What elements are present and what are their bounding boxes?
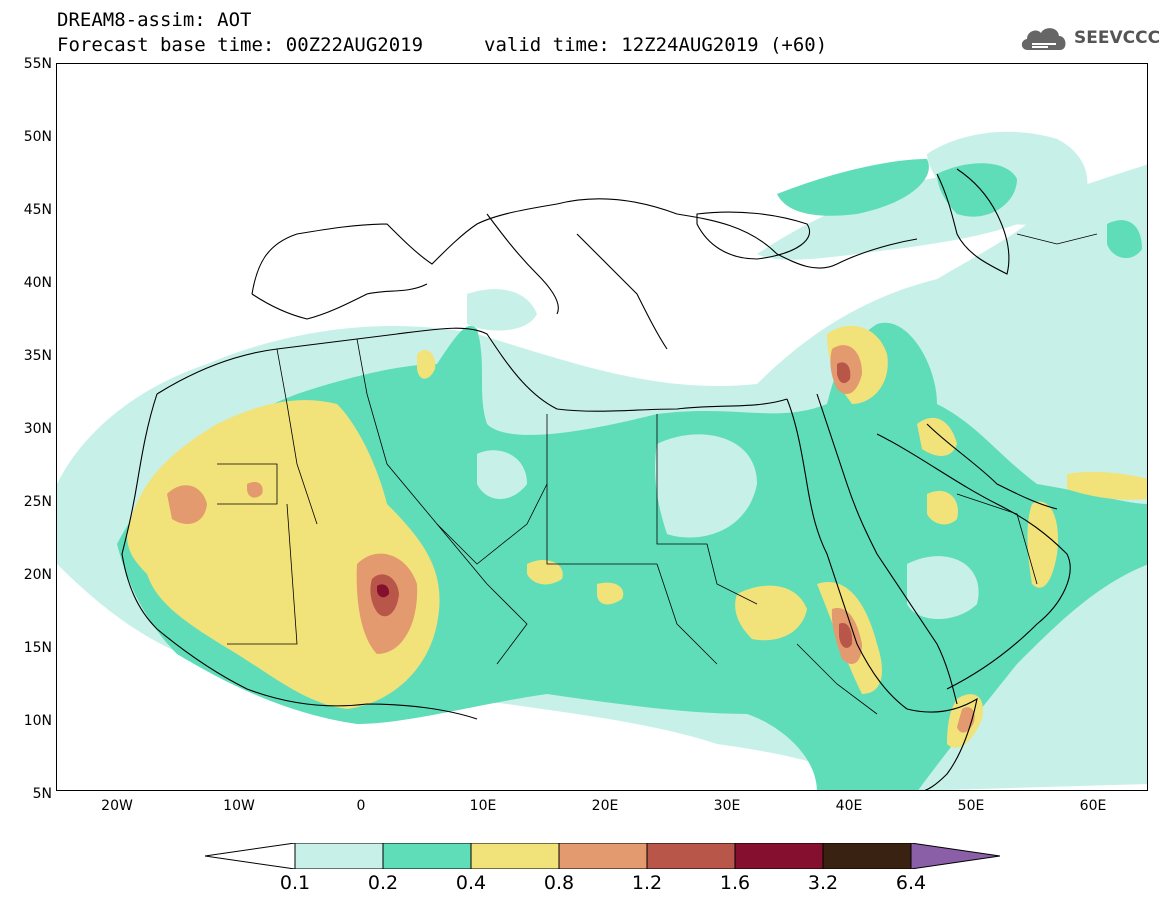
country-borders bbox=[217, 233, 1098, 715]
seevccc-logo: SEEVCCC bbox=[1018, 22, 1161, 58]
colorbar-low-arrow bbox=[204, 842, 296, 870]
coastlines bbox=[121, 168, 1071, 790]
map-canvas bbox=[57, 131, 1147, 790]
lat-label: 50N bbox=[23, 129, 52, 145]
colorbar-segment bbox=[382, 842, 472, 870]
lon-label: 10E bbox=[469, 798, 497, 814]
lat-label: 25N bbox=[23, 494, 52, 510]
lat-label: 20N bbox=[23, 567, 52, 583]
lon-label: 40E bbox=[835, 798, 863, 814]
lon-label: 20E bbox=[591, 798, 619, 814]
colorbar-segment bbox=[558, 842, 648, 870]
colorbar-segment bbox=[646, 842, 736, 870]
valid-time: valid time: 12Z24AUG2019 (+60) bbox=[484, 34, 828, 56]
lat-label: 35N bbox=[23, 348, 52, 364]
colorbar-svg bbox=[204, 842, 1001, 870]
lat-label: 30N bbox=[23, 421, 52, 437]
colorbar-segment bbox=[470, 842, 560, 870]
lon-label: 30E bbox=[713, 798, 741, 814]
lat-label: 5N bbox=[32, 786, 52, 802]
colorbar-label: 1.2 bbox=[631, 872, 663, 894]
aot-low-gaps bbox=[477, 434, 979, 619]
lat-label: 15N bbox=[23, 640, 52, 656]
logo-text: SEEVCCC bbox=[1074, 28, 1161, 48]
colorbar-segment bbox=[822, 842, 912, 870]
colorbar-segment bbox=[734, 842, 824, 870]
lat-label: 10N bbox=[23, 713, 52, 729]
lon-label: 60E bbox=[1079, 798, 1107, 814]
colorbar-label: 3.2 bbox=[807, 872, 839, 894]
colorbar-high-arrow bbox=[910, 842, 1001, 870]
colorbar-label: 0.4 bbox=[455, 872, 487, 894]
lon-label: 50E bbox=[957, 798, 985, 814]
aot-band-0.4 bbox=[127, 325, 1147, 748]
lat-label: 40N bbox=[23, 275, 52, 291]
chart-title: DREAM8-assim: AOT bbox=[57, 9, 252, 31]
lat-label: 55N bbox=[23, 56, 52, 72]
colorbar-label: 1.6 bbox=[719, 872, 751, 894]
lon-label: 10W bbox=[223, 798, 255, 814]
colorbar-label: 0.8 bbox=[543, 872, 575, 894]
colorbar-label: 0.2 bbox=[367, 872, 399, 894]
cloud-icon bbox=[1021, 28, 1066, 50]
lon-label: 0 bbox=[356, 798, 366, 814]
lat-label: 45N bbox=[23, 202, 52, 218]
aot-map bbox=[56, 63, 1148, 791]
forecast-base-time: Forecast base time: 00Z22AUG2019 bbox=[57, 34, 424, 56]
aot-band-1.6 bbox=[377, 584, 390, 598]
colorbar-label: 0.1 bbox=[279, 872, 311, 894]
colorbar-label: 6.4 bbox=[895, 872, 927, 894]
lon-label: 20W bbox=[101, 798, 133, 814]
colorbar bbox=[204, 842, 1001, 870]
colorbar-segment bbox=[294, 842, 384, 870]
